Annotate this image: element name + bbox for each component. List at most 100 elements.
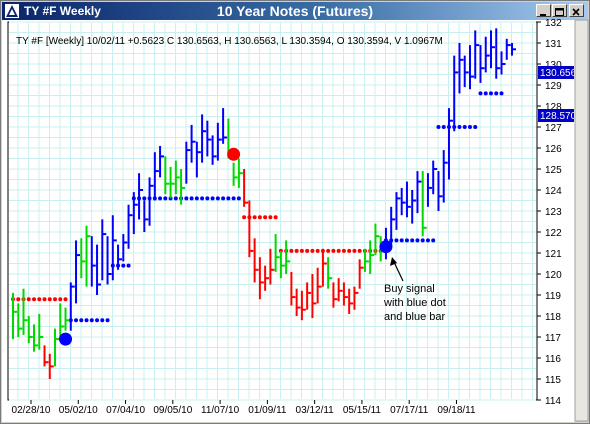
y-tick-label: 127 (545, 123, 562, 134)
maximize-button[interactable] (552, 4, 567, 17)
stop-dot (173, 196, 178, 201)
y-tick-label: 126 (545, 144, 562, 155)
y-tick-label: 122 (545, 228, 562, 239)
stop-dot (231, 196, 236, 201)
stop-dot (341, 248, 346, 253)
stop-dot (53, 297, 58, 302)
y-tick-label: 118 (545, 312, 561, 323)
stop-dot (205, 196, 210, 201)
stop-dot (226, 196, 231, 201)
stop-dot (189, 196, 194, 201)
stop-dot (79, 318, 84, 323)
y-tick-label: 116 (545, 354, 561, 365)
stop-dot (289, 248, 294, 253)
x-tick-label: 01/09/11 (248, 405, 287, 416)
y-tick-label: 121 (545, 249, 562, 260)
close-icon (572, 8, 580, 16)
close-price-tag: 130.6563 (538, 66, 582, 79)
y-tick-label: 123 (545, 207, 562, 218)
stop-dot (415, 238, 420, 243)
buy-signal-dot (59, 332, 73, 346)
stop-dot (420, 238, 425, 243)
stop-dot (95, 318, 100, 323)
x-tick-label: 02/28/10 (12, 405, 51, 416)
stop-dot (410, 238, 415, 243)
stop-dot (431, 238, 436, 243)
stop-dot (58, 297, 63, 302)
stop-dot (26, 297, 31, 302)
stop-dot (89, 318, 94, 323)
stop-dot (499, 91, 504, 96)
close-button[interactable] (569, 4, 584, 17)
x-tick-label: 07/04/10 (106, 405, 145, 416)
stop-dot (200, 196, 205, 201)
stop-dot (63, 297, 68, 302)
stop-dot (483, 91, 488, 96)
stop-dot (494, 91, 499, 96)
stop-dot (273, 215, 278, 220)
y-tick-label: 114 (545, 396, 561, 407)
stop-dot (121, 263, 126, 268)
y-tick-label: 124 (545, 186, 562, 197)
stop-price-tag: 128.570 (538, 109, 577, 122)
stop-dot (305, 248, 310, 253)
x-tick-label: 09/05/10 (153, 405, 192, 416)
y-tick-label: 129 (545, 81, 562, 92)
y-tick-label: 132 (545, 18, 562, 29)
stop-dot (310, 248, 315, 253)
x-axis-labels: 02/28/10 05/02/10 07/04/10 09/05/10 11/07/10… (12, 400, 476, 416)
stop-dot (436, 125, 441, 129)
y-axis-labels: 114 115 116 117 118 119 120 121 122 123 124 125 126 1… (537, 18, 562, 407)
stop-dot (16, 297, 21, 302)
stop-dot (184, 196, 189, 201)
stop-dot (236, 196, 241, 201)
stop-dot (242, 215, 247, 220)
stop-dot (404, 238, 409, 243)
stop-dot (158, 196, 163, 201)
stop-dot (357, 248, 362, 253)
stop-dot (215, 196, 220, 201)
maximize-icon (555, 8, 564, 16)
quote-header: TY #F [Weekly] 10/02/11 +0.5623 C 130.65… (16, 36, 443, 47)
stop-dot (142, 196, 147, 201)
y-tick-label: 130 (545, 60, 562, 71)
y-tick-label: 125 (545, 165, 562, 176)
stop-dot (331, 248, 336, 253)
stop-dot (32, 297, 37, 302)
ohlc-bars (12, 28, 516, 379)
x-tick-label: 11/07/10 (201, 405, 240, 416)
stop-dot (252, 215, 257, 220)
vertical-scrollbar[interactable] (574, 19, 589, 422)
minimize-icon (540, 14, 546, 16)
annotation-line-1: Buy signal (384, 283, 435, 295)
stop-dot (352, 248, 357, 253)
stop-dot (84, 318, 89, 323)
y-tick-label: 117 (545, 333, 561, 344)
stop-dot (74, 318, 79, 323)
stop-dot (294, 248, 299, 253)
stop-dot (37, 297, 42, 302)
stop-dot (268, 215, 273, 220)
stop-dot (105, 318, 110, 323)
stop-dot (163, 196, 168, 201)
signal-markers (59, 147, 393, 346)
stop-dot (315, 248, 320, 253)
stop-dot (221, 196, 226, 201)
x-tick-label: 07/17/11 (390, 405, 429, 416)
stop-dot (467, 125, 472, 129)
stop-dot (441, 125, 446, 129)
stop-dot (126, 263, 131, 268)
stop-dot (257, 215, 262, 220)
minimize-button[interactable] (536, 4, 551, 17)
stop-dot (394, 238, 399, 243)
annotation-line-3: and blue bar (384, 311, 445, 323)
stop-dot (425, 238, 430, 243)
x-tick-label: 05/15/11 (343, 405, 382, 416)
window-title: TY #F Weekly (24, 4, 101, 18)
stop-dot (462, 125, 467, 129)
buy-signal-dot (379, 240, 393, 254)
stop-dot (347, 248, 352, 253)
buy-signal-annotation: Buy signal with blue dot and blue bar (383, 257, 446, 323)
stop-dot (100, 318, 105, 323)
